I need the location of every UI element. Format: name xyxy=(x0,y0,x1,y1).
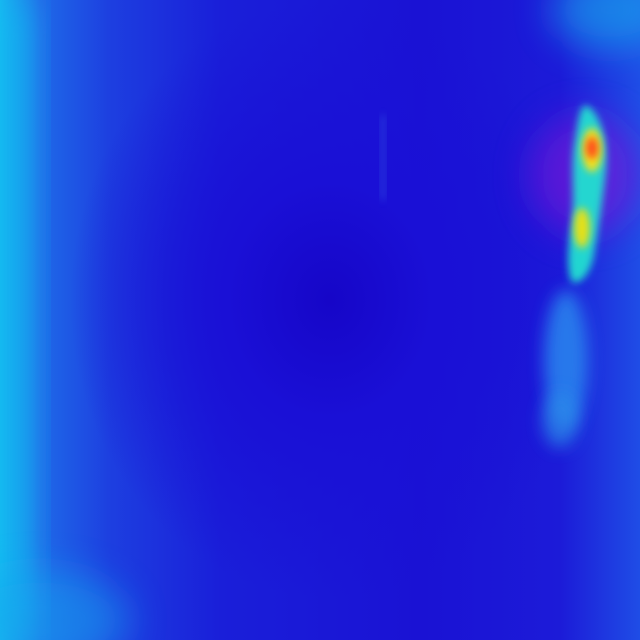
figure-feet xyxy=(542,392,578,448)
bottom-left-glow xyxy=(0,570,130,640)
vertical-streak xyxy=(381,115,385,200)
top-right-glow xyxy=(550,0,640,50)
left-edge-glow xyxy=(0,0,34,640)
hot-zone-torso xyxy=(574,208,590,248)
hottest-core xyxy=(586,137,598,159)
